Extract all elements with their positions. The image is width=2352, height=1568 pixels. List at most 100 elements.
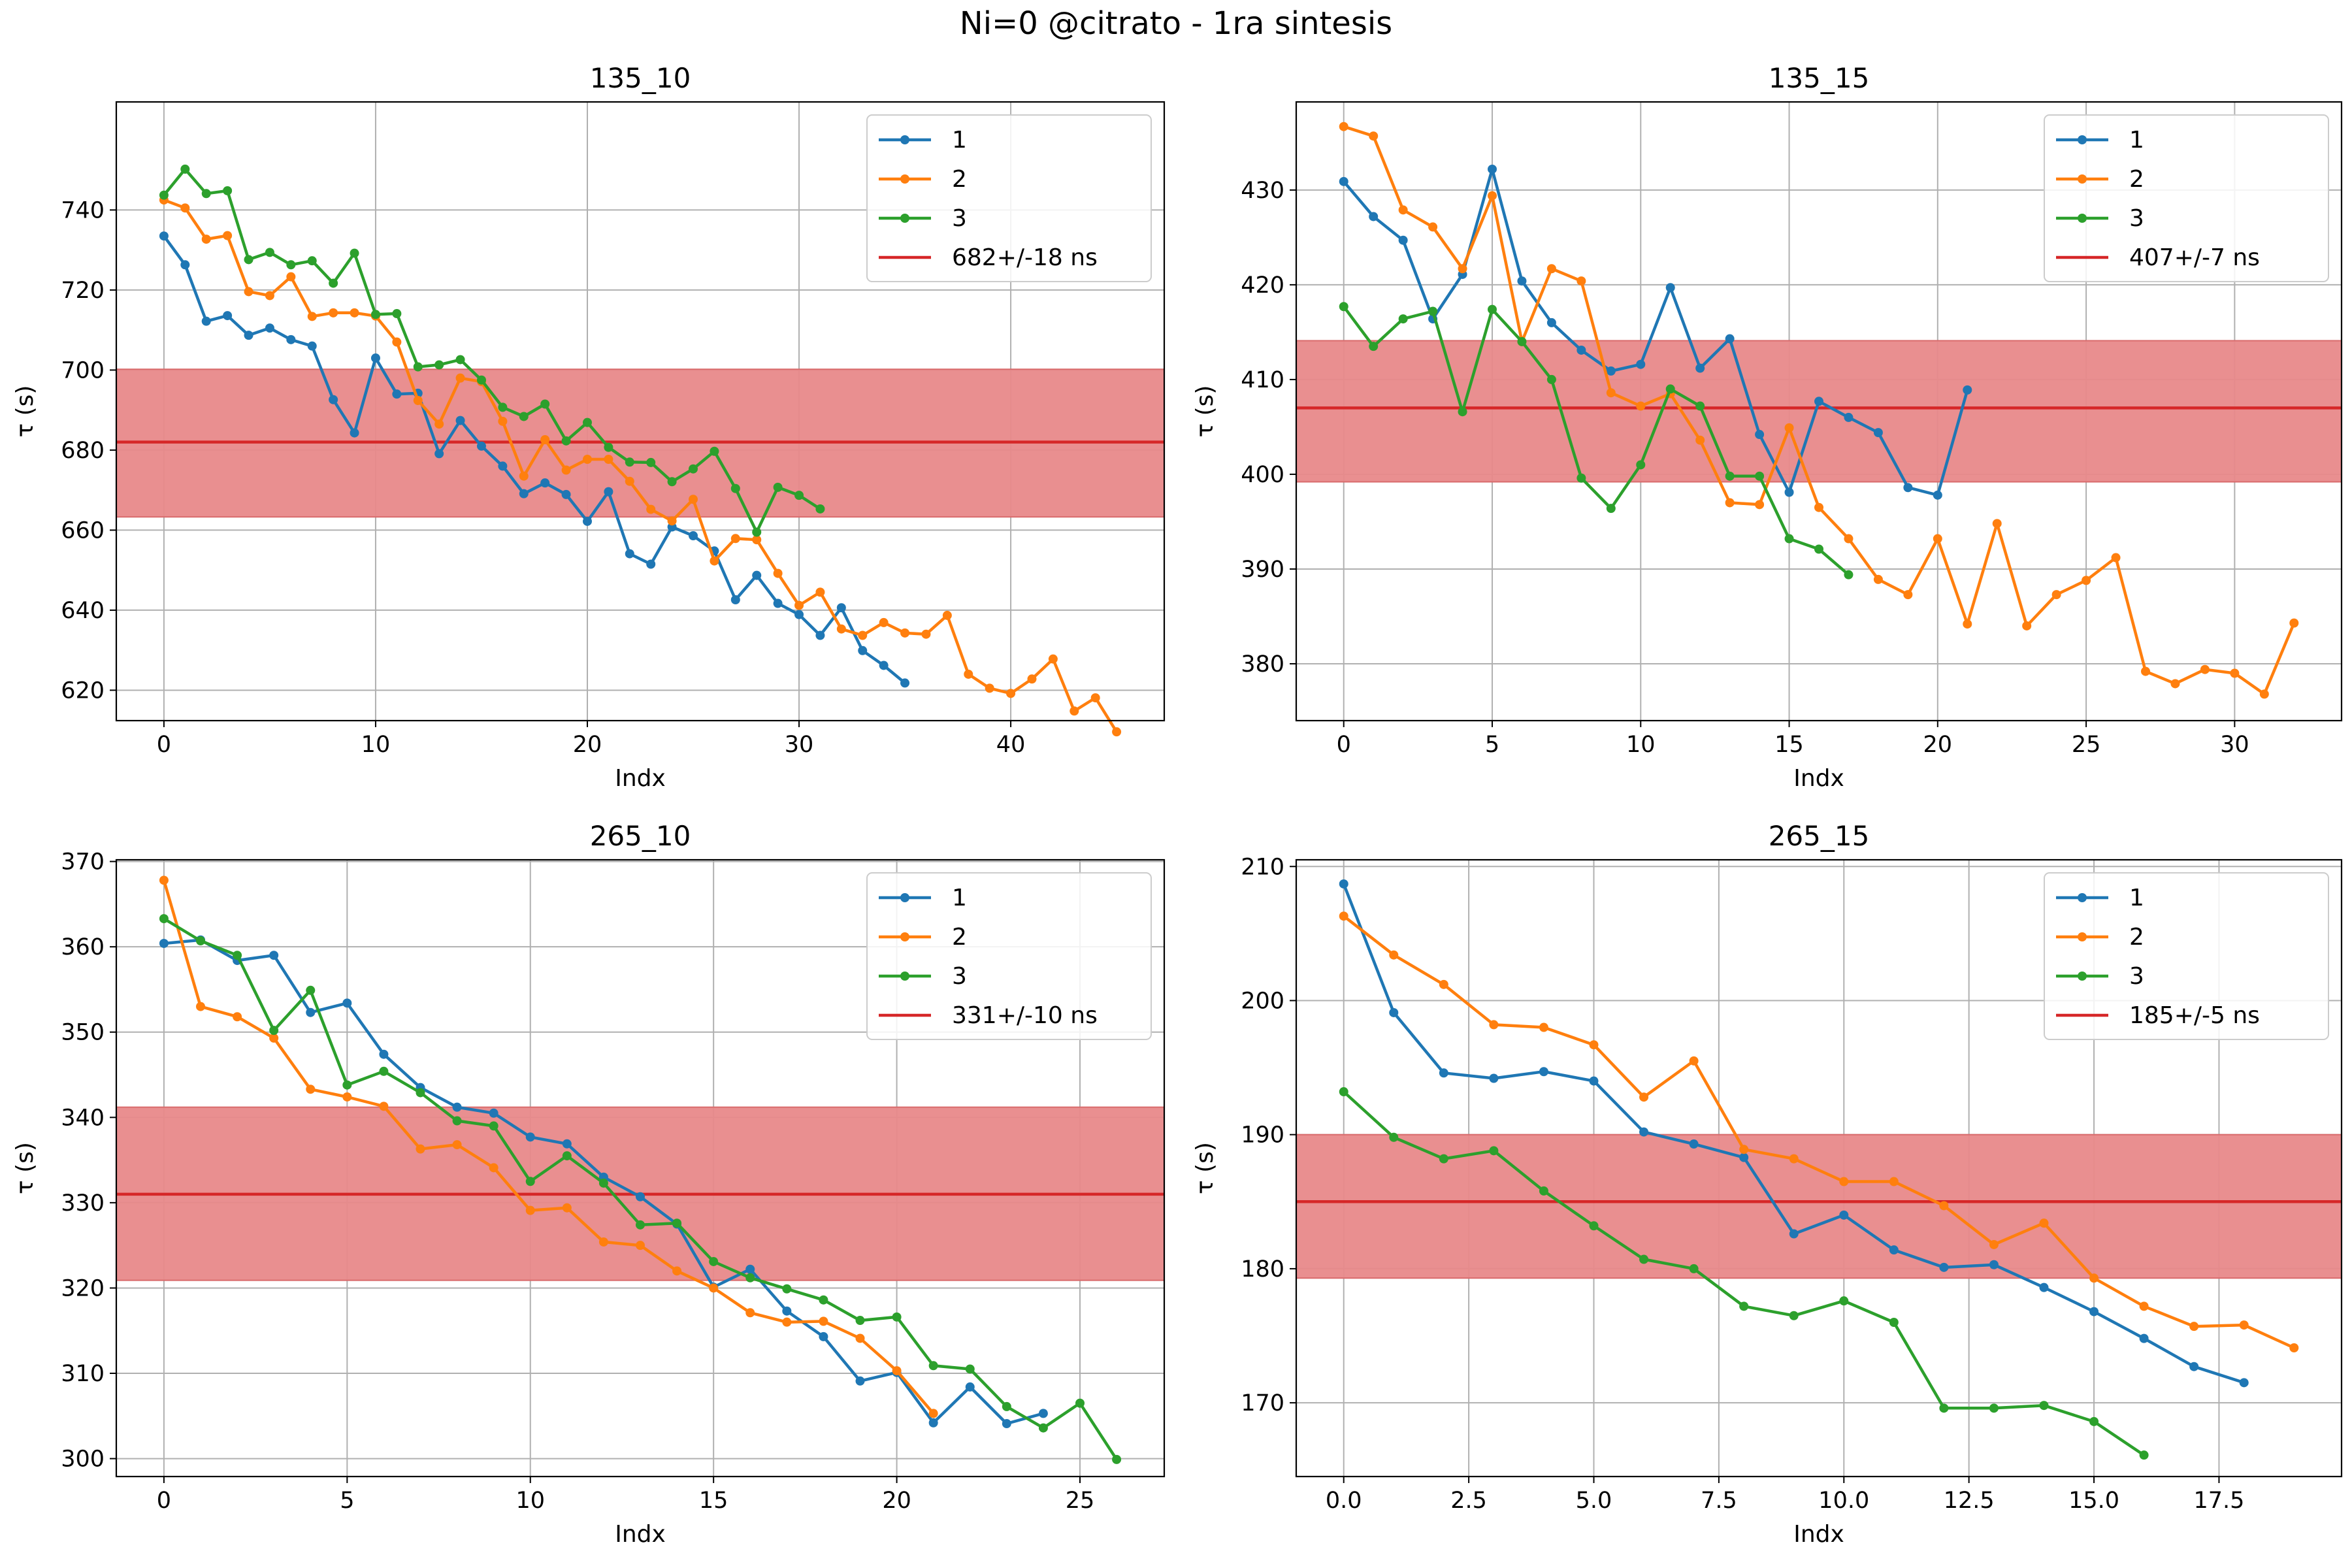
y-tick-label: 680: [61, 438, 105, 464]
series-3-point: [1784, 534, 1794, 544]
series-1-point: [900, 678, 910, 688]
series-3-point: [1606, 504, 1616, 514]
series-2-point: [1006, 689, 1016, 698]
series-1-point: [1398, 235, 1408, 245]
chart-title: 135_10: [590, 62, 691, 94]
series-3-point: [1398, 314, 1408, 324]
y-tick-label: 390: [1241, 557, 1284, 583]
series-2-point: [452, 1140, 462, 1150]
y-tick-label: 700: [61, 357, 105, 384]
series-1-point: [476, 441, 486, 451]
series-3-point: [195, 936, 205, 946]
series-3-point: [773, 482, 783, 492]
series-2-point: [1689, 1056, 1699, 1066]
x-tick-label: 20: [573, 732, 602, 758]
series-3-point: [1939, 1403, 1949, 1413]
series-2-point: [985, 683, 994, 693]
x-tick-label: 10: [361, 732, 391, 758]
legend-label-mean: 407+/-7 ns: [2129, 244, 2260, 271]
y-axis-label: τ (s): [1192, 385, 1218, 438]
series-1-point: [1789, 1229, 1799, 1239]
series-1-point: [342, 998, 352, 1008]
x-tick-label: 10: [1626, 732, 1656, 758]
series-2-point: [900, 628, 910, 638]
series-1-point: [244, 331, 253, 340]
series-3-point: [2139, 1450, 2149, 1460]
series-2-point: [921, 629, 931, 639]
series-2-point: [855, 1333, 865, 1343]
x-tick-label: 25: [2072, 732, 2101, 758]
series-3-point: [1075, 1398, 1085, 1408]
x-axis-label: Indx: [1793, 1521, 1844, 1548]
legend-label-3: 3: [2129, 963, 2144, 990]
y-tick-label: 620: [61, 678, 105, 704]
series-1-point: [815, 630, 825, 640]
legend-marker-3: [2078, 972, 2087, 981]
series-2-point: [794, 600, 804, 610]
series-1-point: [2239, 1378, 2249, 1388]
series-2-point: [752, 535, 762, 545]
series-1-point: [519, 489, 529, 498]
y-tick-label: 180: [1241, 1256, 1284, 1282]
series-2-point: [1070, 706, 1079, 716]
series-2-point: [1398, 205, 1408, 215]
series-3-point: [265, 248, 274, 257]
y-tick-label: 310: [61, 1361, 105, 1387]
series-2-point: [942, 610, 952, 620]
series-2-point: [1458, 264, 1467, 274]
x-tick-label: 15: [1774, 732, 1804, 758]
series-3-point: [413, 362, 423, 372]
x-tick-label: 0: [1337, 732, 1351, 758]
series-2-point: [667, 516, 677, 526]
y-tick-label: 420: [1241, 272, 1284, 299]
series-2-point: [180, 203, 190, 213]
series-2-point: [815, 587, 825, 597]
series-2-point: [1489, 1020, 1499, 1030]
series-1-point: [159, 938, 169, 948]
x-axis-label: Indx: [1793, 765, 1844, 792]
series-2-point: [1889, 1177, 1899, 1186]
series-3-point: [1112, 1454, 1122, 1464]
series-3-point: [1369, 342, 1379, 351]
series-3-point: [1844, 570, 1854, 580]
legend-marker-2: [2078, 174, 2087, 184]
series-3-point: [180, 164, 190, 174]
series-3-point: [709, 1256, 719, 1266]
series-1-point: [1933, 490, 1942, 500]
series-2-point: [730, 534, 740, 544]
y-tick-label: 370: [61, 849, 105, 875]
series-1-point: [965, 1382, 975, 1392]
series-3-point: [1439, 1154, 1448, 1164]
series-2-point: [2289, 618, 2299, 628]
series-3-point: [667, 477, 677, 487]
series-1-point: [223, 311, 233, 321]
series-3-point: [370, 310, 380, 319]
series-3-point: [159, 914, 169, 924]
series-3-line: [1342, 305, 1850, 576]
series-2-point: [561, 465, 571, 475]
series-3-point: [2039, 1401, 2049, 1411]
series-1-point: [1636, 359, 1646, 369]
series-1-point: [269, 951, 279, 960]
series-3-point: [379, 1066, 389, 1076]
series-2-point: [1933, 534, 1942, 544]
legend-marker-3: [900, 972, 909, 981]
y-tick-label: 190: [1241, 1122, 1284, 1149]
series-2-point: [519, 471, 529, 481]
series-1-point: [582, 516, 592, 526]
x-tick-label: 15.0: [2068, 1488, 2119, 1514]
series-2-point: [1739, 1145, 1749, 1154]
series-2-point: [1839, 1177, 1849, 1186]
legend-marker-1: [2078, 135, 2087, 144]
series-1-point: [1488, 164, 1497, 174]
uncertainty-band: [1296, 1134, 2342, 1279]
series-1-point: [434, 449, 444, 459]
series-3-point: [1517, 336, 1527, 346]
series-2-point: [2022, 621, 2032, 630]
series-1-point: [1739, 1152, 1749, 1162]
series-2-point: [306, 1085, 316, 1094]
series-3-point: [1458, 407, 1467, 417]
series-1-point: [2189, 1362, 2199, 1371]
series-3-point: [329, 278, 338, 288]
series-3-point: [815, 504, 825, 514]
